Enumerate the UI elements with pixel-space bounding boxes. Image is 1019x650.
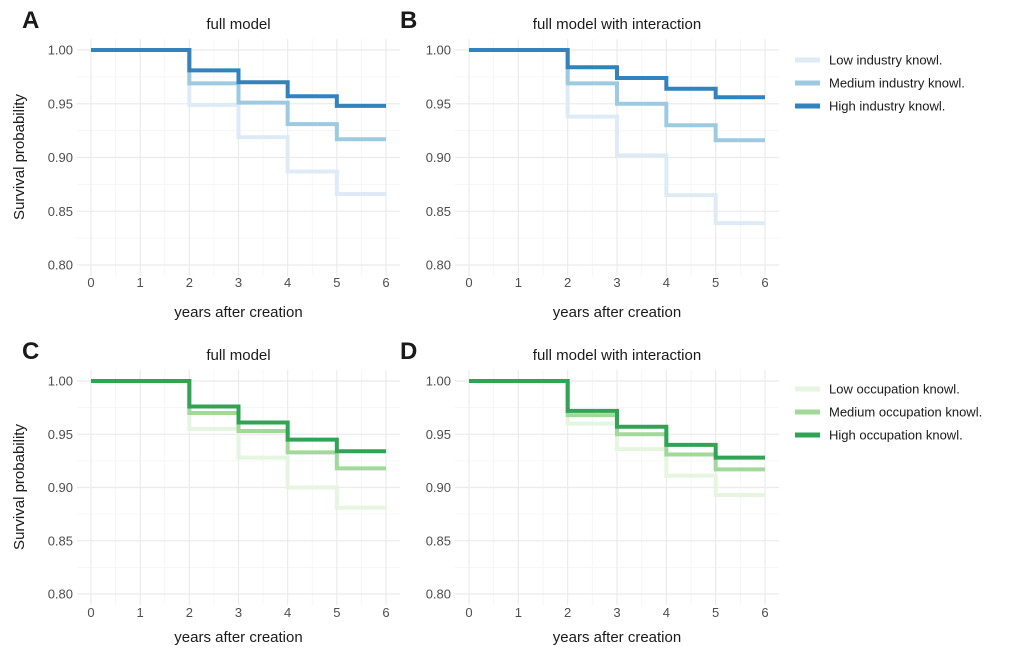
x-tick-label: 6	[761, 275, 768, 290]
panel-letter: D	[400, 338, 417, 365]
x-tick-label: 2	[186, 275, 193, 290]
x-tick-label: 4	[284, 275, 291, 290]
x-tick-label: 6	[382, 275, 389, 290]
x-tick-label: 1	[515, 275, 522, 290]
y-tick-label: 0.80	[48, 258, 73, 273]
x-tick-label: 3	[613, 275, 620, 290]
y-tick-label: 0.95	[426, 427, 451, 442]
x-tick-label: 1	[515, 605, 522, 620]
survival-step-line-high	[469, 48, 765, 100]
x-tick-label: 5	[712, 275, 719, 290]
x-tick-label: 6	[382, 605, 389, 620]
y-tick-label: 0.90	[426, 480, 451, 495]
y-tick-label: 0.80	[426, 587, 451, 602]
x-tick-label: 2	[564, 275, 571, 290]
y-tick-label: 0.85	[426, 533, 451, 548]
panel-a: 0 1 2 3 4 5 6 0.80 0.85 0.90 0.95 1.00 A full model ye…	[11, 7, 400, 321]
x-tick-label: 0	[87, 275, 94, 290]
x-tick-label: 6	[761, 605, 768, 620]
x-tick-label: 4	[284, 605, 291, 620]
panel-c: 0 1 2 3 4 5 6 0.80 0.85 0.90 0.95 1.00 C full model ye…	[11, 338, 400, 646]
y-tick-label: 1.00	[48, 43, 73, 58]
panel-title: full model with interaction	[533, 347, 701, 364]
y-axis-title: Survival probability	[11, 94, 28, 220]
legend-label: Medium industry knowl.	[829, 76, 965, 91]
x-tick-label: 3	[235, 275, 242, 290]
x-tick-label: 5	[333, 605, 340, 620]
y-tick-label: 0.90	[48, 150, 73, 165]
y-tick-label: 0.95	[48, 427, 73, 442]
panel-title: full model	[206, 16, 270, 33]
legend-label: Low occupation knowl.	[829, 382, 960, 397]
gridlines	[455, 370, 779, 605]
y-tick-label: 0.95	[426, 96, 451, 111]
x-tick-label: 1	[137, 605, 144, 620]
legend-label: Medium occupation knowl.	[829, 405, 982, 420]
y-tick-label: 0.80	[48, 587, 73, 602]
panel-letter: B	[400, 7, 417, 34]
panel-letter: C	[22, 338, 39, 365]
x-tick-label: 4	[663, 605, 670, 620]
panel-title: full model	[206, 347, 270, 364]
x-axis-title: years after creation	[553, 629, 681, 646]
y-tick-label: 0.85	[426, 204, 451, 219]
x-tick-label: 2	[564, 605, 571, 620]
gridlines	[455, 39, 779, 276]
y-tick-label: 1.00	[426, 374, 451, 389]
x-axis-title: years after creation	[174, 304, 302, 321]
x-tick-label: 5	[333, 275, 340, 290]
y-tick-label: 0.85	[48, 533, 73, 548]
x-axis-title: years after creation	[553, 304, 681, 321]
x-tick-label: 0	[465, 275, 472, 290]
panel-title: full model with interaction	[533, 16, 701, 33]
x-tick-label: 0	[465, 605, 472, 620]
y-tick-label: 1.00	[48, 374, 73, 389]
legend-label: High industry knowl.	[829, 99, 945, 114]
survival-step-line-high	[469, 379, 765, 460]
y-axis-title: Survival probability	[11, 424, 28, 550]
y-tick-label: 0.85	[48, 204, 73, 219]
y-tick-label: 0.90	[48, 480, 73, 495]
x-tick-label: 1	[137, 275, 144, 290]
x-tick-label: 5	[712, 605, 719, 620]
panel-d: 0 1 2 3 4 5 6 0.80 0.85 0.90 0.95 1.00 D full model w…	[400, 338, 779, 646]
legend-label: Low industry knowl.	[829, 53, 942, 68]
x-tick-label: 2	[186, 605, 193, 620]
panel-b: 0 1 2 3 4 5 6 0.80 0.85 0.90 0.95 1.00 B full model w…	[400, 7, 779, 321]
x-tick-label: 4	[663, 275, 670, 290]
survival-step-line-high	[91, 48, 386, 108]
y-tick-label: 0.95	[48, 96, 73, 111]
x-tick-label: 3	[613, 605, 620, 620]
x-tick-label: 0	[87, 605, 94, 620]
y-tick-label: 0.90	[426, 150, 451, 165]
x-tick-label: 3	[235, 605, 242, 620]
panel-letter: A	[22, 7, 39, 34]
x-axis-title: years after creation	[174, 629, 302, 646]
gridlines	[77, 39, 400, 276]
survival-step-line-high	[91, 379, 386, 454]
legend-industry: Low industry knowl. Medium industry knowl…	[795, 53, 965, 114]
legend-occupation: Low occupation knowl. Medium occupation k…	[795, 382, 982, 443]
y-tick-label: 0.80	[426, 258, 451, 273]
legend-label: High occupation knowl.	[829, 428, 963, 443]
y-tick-label: 1.00	[426, 43, 451, 58]
